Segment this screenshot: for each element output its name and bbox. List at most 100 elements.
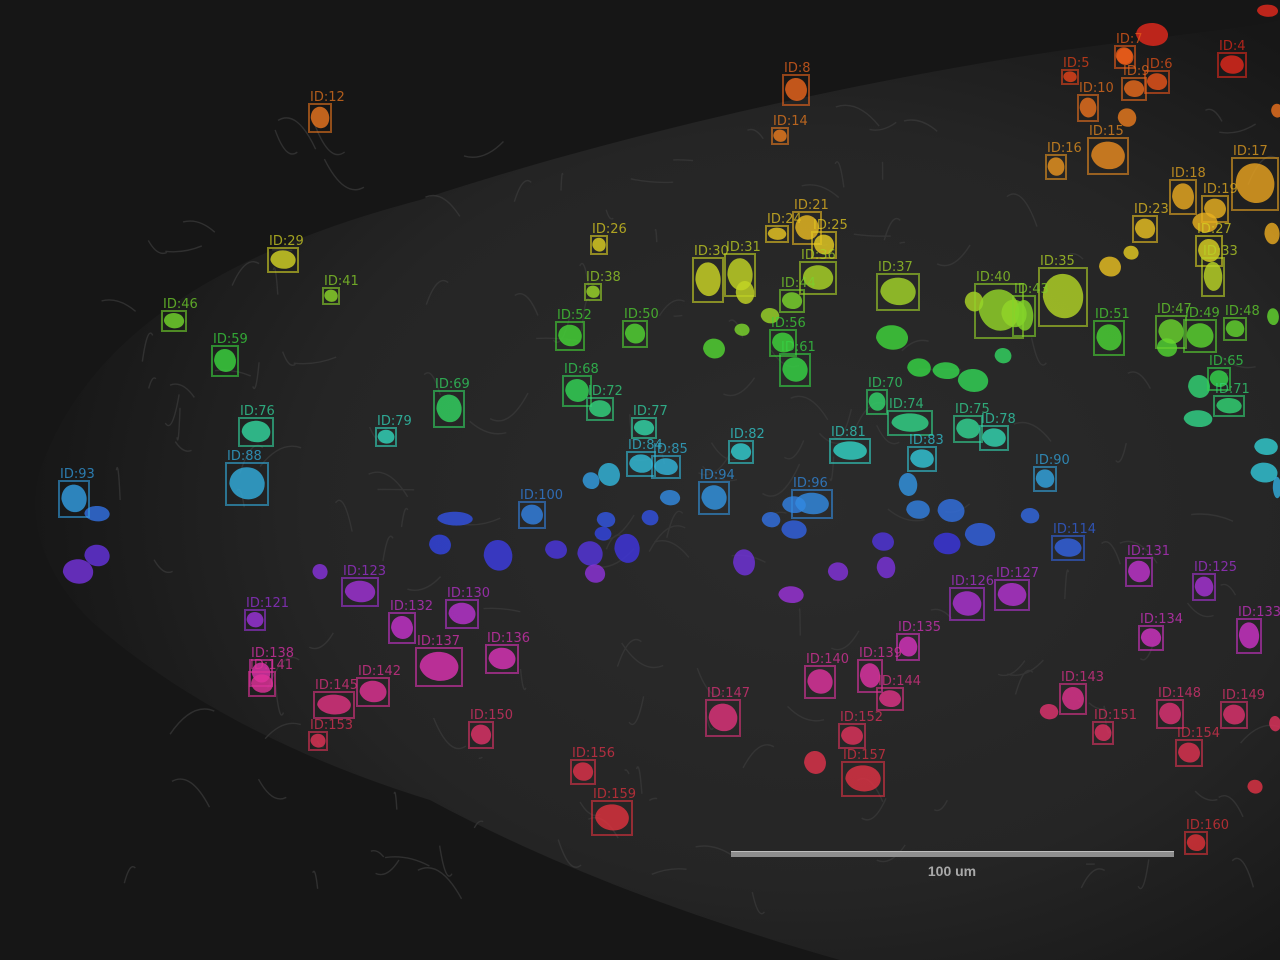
fiber (252, 362, 260, 390)
cell-segment (730, 443, 752, 461)
cell-id-label: ID:41 (324, 274, 359, 289)
cell-segment (572, 762, 594, 781)
fiber (624, 769, 630, 775)
fiber (853, 233, 891, 237)
cell-segment (782, 357, 808, 382)
fiber (1014, 669, 1034, 695)
cell-id-label: ID:157 (843, 748, 886, 763)
fiber (519, 668, 527, 691)
fiber (835, 104, 880, 127)
cell-bounding-box (1087, 137, 1129, 175)
cell-segment (312, 564, 328, 580)
fiber (469, 420, 507, 435)
fiber (747, 128, 764, 140)
fiber (997, 660, 1026, 677)
cell-segment (1238, 622, 1260, 649)
fiber (473, 820, 484, 829)
cell-bounding-box (1051, 535, 1085, 561)
fiber (1205, 108, 1223, 122)
fiber (370, 850, 385, 858)
fiber (382, 535, 394, 562)
fiber (762, 463, 801, 497)
fiber (147, 240, 168, 255)
cell-segment (1204, 198, 1226, 219)
cell-segment (448, 602, 476, 625)
cell-bounding-box (1038, 267, 1088, 327)
cell-id-label: ID:159 (593, 787, 636, 802)
cell-segment (582, 472, 600, 490)
cell-id-label: ID:49 (1185, 306, 1220, 321)
fiber (368, 471, 409, 498)
cell-id-label: ID:70 (868, 376, 903, 391)
cell-segment (868, 392, 886, 411)
cell-bounding-box (248, 671, 276, 697)
cell-bounding-box (876, 273, 920, 311)
cell-id-label: ID:77 (633, 404, 668, 419)
cell-bounding-box (590, 235, 608, 255)
cell-id-label: ID:61 (781, 340, 816, 355)
cell-segment (906, 500, 930, 519)
cell-bounding-box (1220, 701, 1248, 729)
cell-segment (695, 262, 721, 297)
cell-id-label: ID:24 (767, 212, 802, 227)
cell-segment (377, 429, 395, 444)
cell-segment (703, 338, 725, 359)
fiber (1119, 540, 1158, 564)
fiber (1101, 541, 1121, 565)
cell-id-label: ID:141 (250, 658, 293, 673)
cell-id-label: ID:94 (700, 468, 735, 483)
cell-segment (760, 308, 780, 324)
fiber (1030, 337, 1047, 366)
cell-bounding-box (791, 489, 833, 519)
cell-segment (251, 674, 273, 693)
cell-segment (879, 690, 901, 708)
cell-id-label: ID:9 (1123, 64, 1150, 79)
fiber (214, 369, 251, 377)
cell-bounding-box (313, 691, 355, 719)
fiber (605, 209, 614, 220)
cell-id-label: ID:149 (1222, 688, 1265, 703)
cell-id-label: ID:78 (981, 412, 1016, 427)
cell-segment (876, 325, 909, 350)
cell-bounding-box (1192, 573, 1216, 601)
cell-bounding-box (388, 612, 416, 644)
cell-id-label: ID:130 (447, 586, 490, 601)
cell-bounding-box (799, 261, 837, 295)
cell-id-label: ID:133 (1238, 605, 1280, 620)
cell-bounding-box (518, 501, 546, 529)
fiber (425, 194, 461, 217)
cell-segment (654, 458, 678, 476)
fiber (165, 245, 203, 253)
cell-id-label: ID:90 (1035, 453, 1070, 468)
fiber (1231, 857, 1255, 888)
cell-id-label: ID:38 (586, 270, 621, 285)
cell-bounding-box (782, 74, 810, 106)
cell-bounding-box (415, 647, 463, 687)
cell-id-label: ID:65 (1209, 354, 1244, 369)
cell-segment (436, 394, 462, 423)
cell-segment (1203, 261, 1223, 291)
cell-id-label: ID:125 (1194, 560, 1237, 575)
cell-segment (1134, 218, 1156, 239)
cell-bounding-box (1169, 179, 1197, 215)
cell-segment (1186, 834, 1206, 852)
cell-bounding-box (322, 287, 340, 305)
cell-segment (1128, 560, 1150, 583)
cell-bounding-box (238, 417, 274, 447)
fiber (1068, 253, 1084, 260)
cell-id-label: ID:127 (996, 566, 1039, 581)
fiber (323, 158, 365, 191)
cell-segment (624, 323, 646, 344)
fiber (899, 241, 905, 244)
cell-id-label: ID:15 (1089, 124, 1124, 139)
cell-bounding-box (841, 761, 885, 797)
cell-id-label: ID:144 (878, 674, 921, 689)
fiber (1186, 602, 1214, 618)
cell-id-label: ID:160 (1186, 818, 1229, 833)
cell-bounding-box (622, 320, 648, 348)
cell-segment (876, 556, 896, 579)
cell-segment (1209, 370, 1229, 388)
fiber (702, 465, 738, 482)
cell-segment (1254, 438, 1278, 456)
cell-id-label: ID:126 (951, 574, 994, 589)
